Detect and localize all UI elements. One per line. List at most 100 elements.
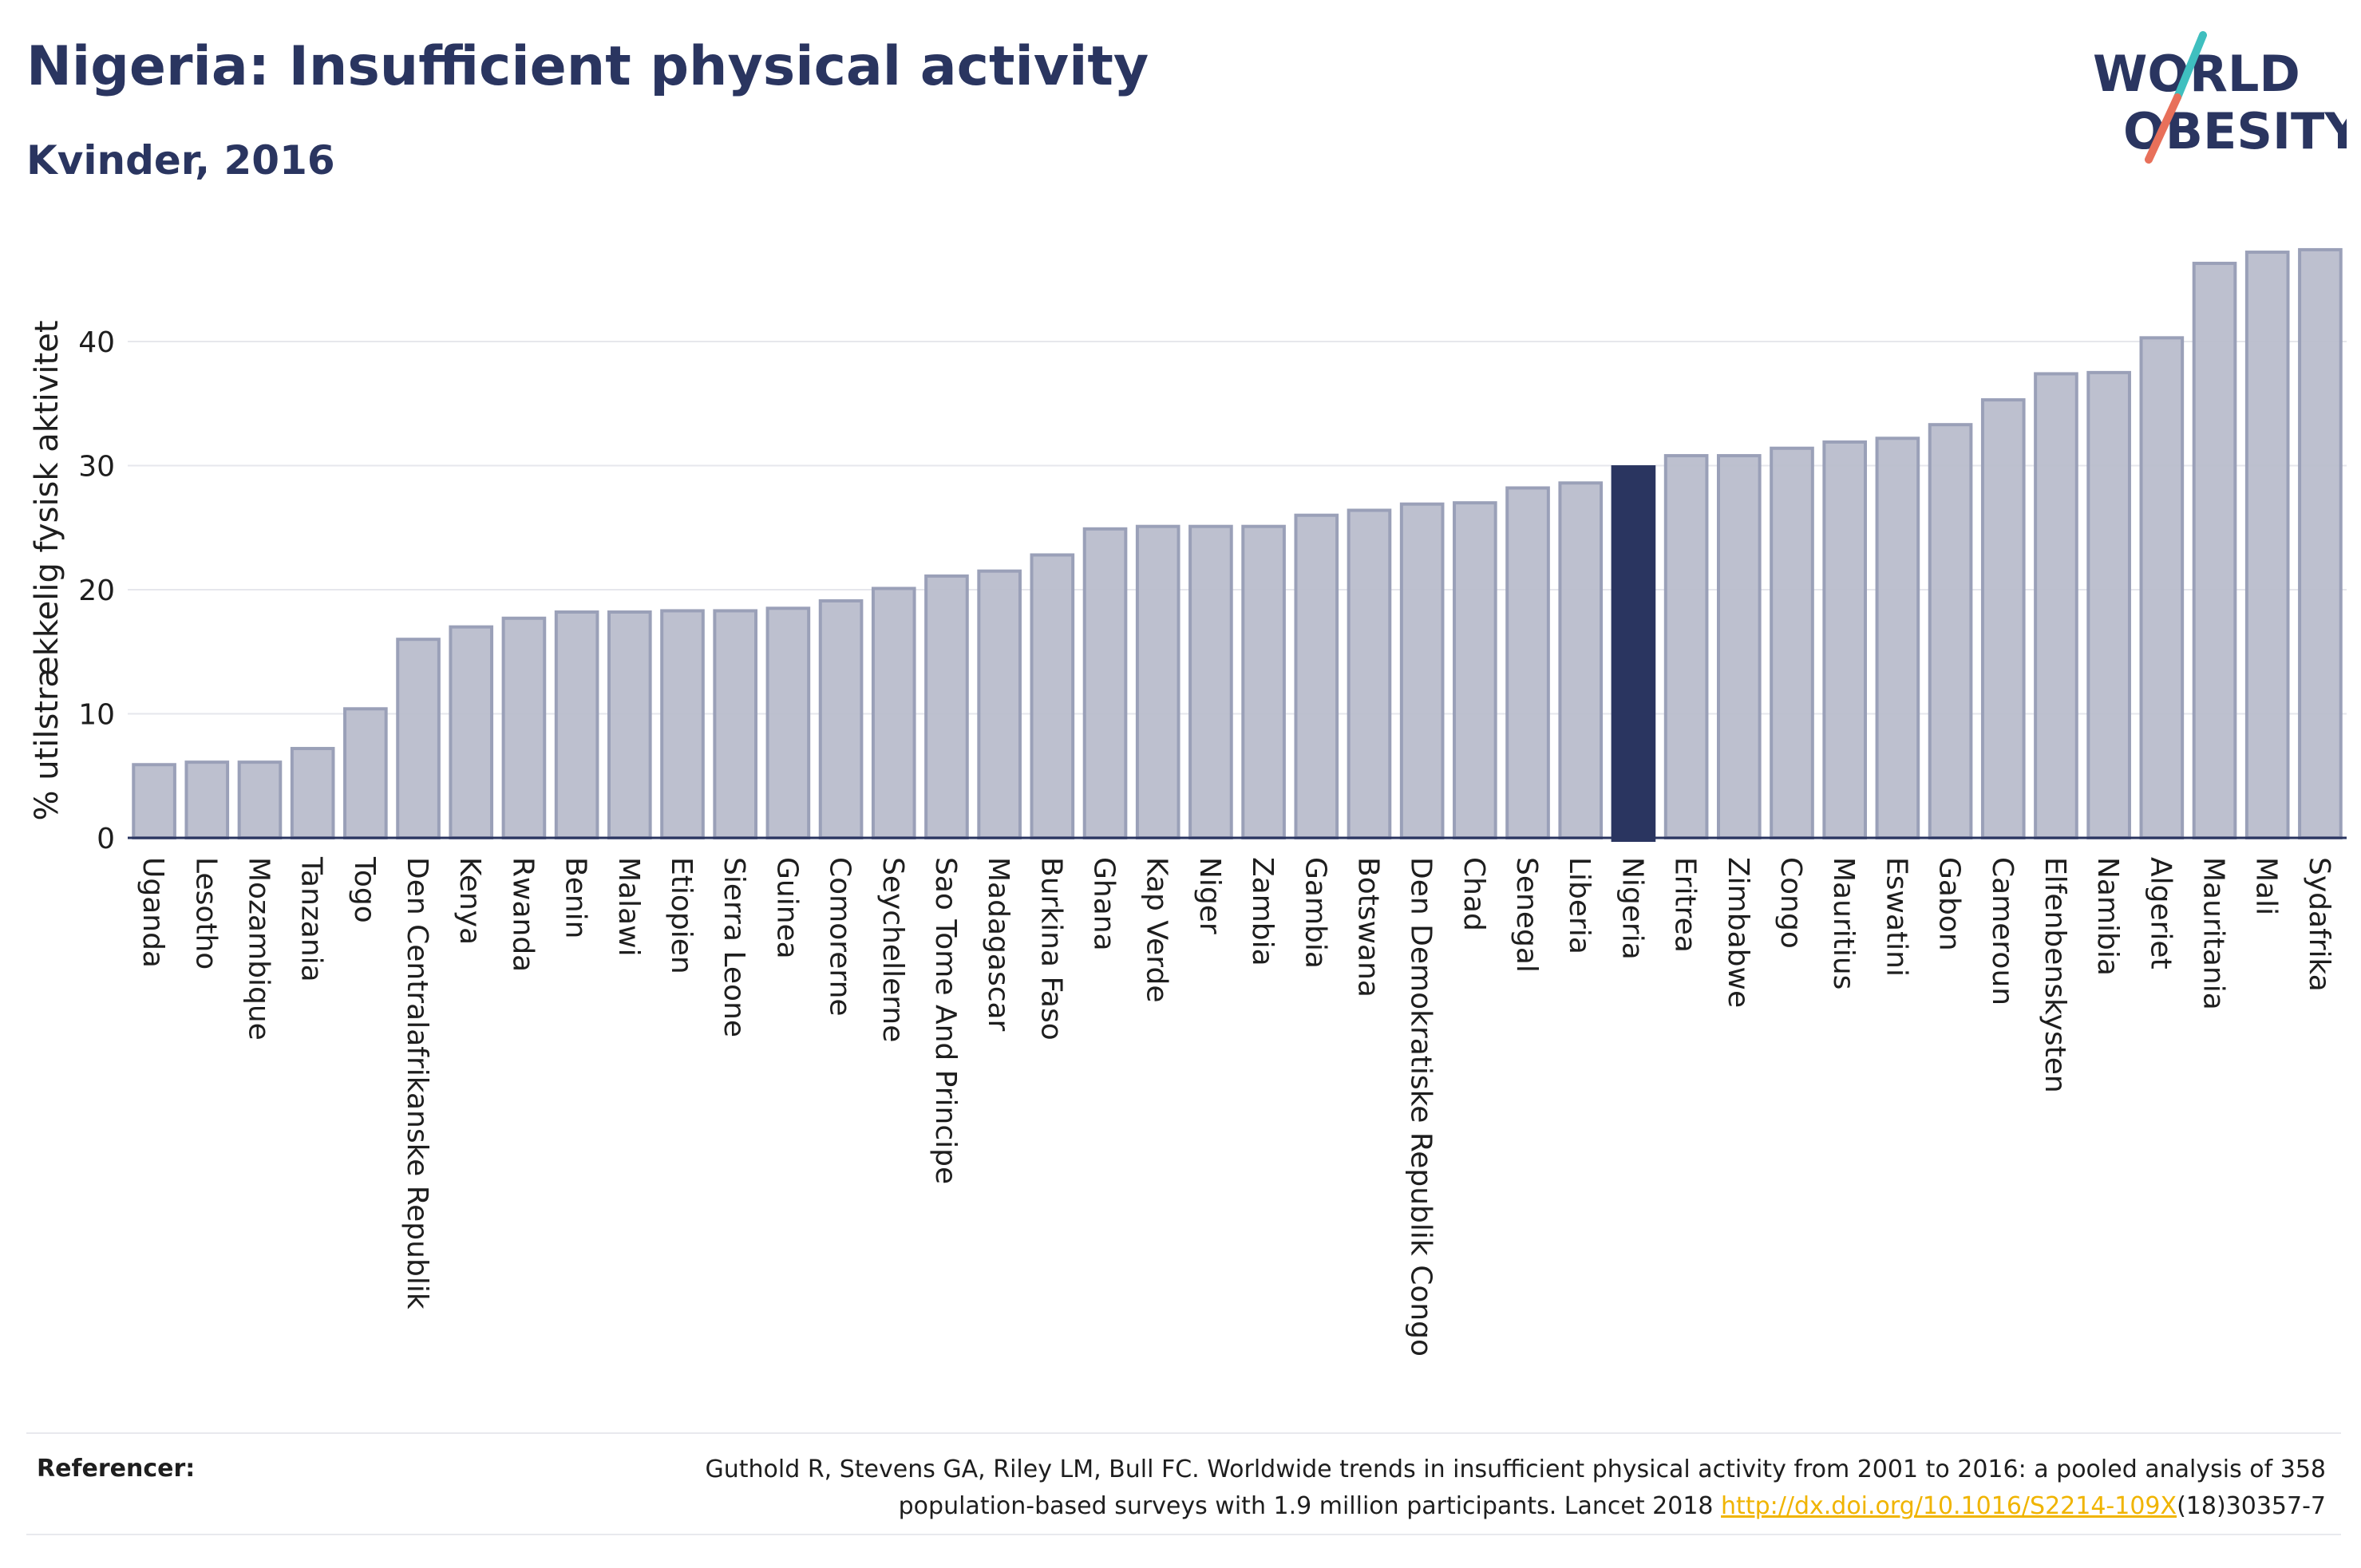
y-tick-label: 30 xyxy=(78,451,115,484)
bar xyxy=(1558,481,1604,840)
x-tick-label: Elfenbenskysten xyxy=(2039,857,2071,1093)
bar xyxy=(1082,527,1128,839)
logo-slash-coral xyxy=(2145,93,2181,164)
x-tick-label: Mali xyxy=(2250,857,2283,915)
references-text: Guthold R, Stevens GA, Riley LM, Bull FC… xyxy=(490,1451,2326,1525)
bar xyxy=(660,609,705,839)
x-tick-label: Comorerne xyxy=(824,857,856,1017)
bar xyxy=(1241,524,1286,839)
bar xyxy=(765,606,811,839)
x-tick-label: Ghana xyxy=(1088,857,1121,951)
reference-divider-bottom xyxy=(26,1534,2341,1535)
x-tick-label: Seychellerne xyxy=(876,857,909,1042)
y-tick-label: 10 xyxy=(78,699,115,732)
x-tick-label: Nigeria xyxy=(1616,857,1648,960)
bar xyxy=(713,609,758,839)
x-tick-label: Namibia xyxy=(2091,857,2124,976)
bar xyxy=(1875,436,1920,839)
x-tick-label: Senegal xyxy=(1510,857,1543,973)
x-tick-label: Den Demokratiske Republik Congo xyxy=(1405,857,1438,1357)
x-tick-label: Mauritania xyxy=(2197,857,2230,1010)
x-tick-label: Tanzania xyxy=(295,856,328,982)
reference-line-1: Guthold R, Stevens GA, Riley LM, Bull FC… xyxy=(705,1455,2326,1483)
bar xyxy=(1188,524,1233,839)
x-tick-label: Algeriet xyxy=(2144,857,2177,970)
x-tick-label: Eritrea xyxy=(1669,857,1702,953)
bar xyxy=(871,587,916,839)
x-tick-label: Sydafrika xyxy=(2303,857,2335,992)
references-label: Referencer: xyxy=(37,1455,196,1483)
x-tick-label: Congo xyxy=(1774,857,1807,949)
bar xyxy=(396,638,441,840)
x-tick-label: Cameroun xyxy=(1986,857,2019,1005)
chart-subtitle: Kvinder, 2016 xyxy=(26,137,335,184)
bar xyxy=(2139,336,2185,839)
world-obesity-logo: WORLD OBESITY xyxy=(2093,31,2347,164)
y-axis-title: % utilstrækkelig fysisk aktivitet xyxy=(29,320,65,820)
x-tick-label: Benin xyxy=(560,857,592,938)
y-tick-label: 20 xyxy=(78,575,115,607)
x-tick-label: Kenya xyxy=(453,857,486,945)
x-tick-label: Burkina Faso xyxy=(1034,857,1067,1041)
y-tick-label: 40 xyxy=(78,326,115,359)
bar xyxy=(1716,454,1762,839)
x-tick-label: Gabon xyxy=(1933,857,1966,951)
bar xyxy=(818,598,864,839)
x-tick-label: Sierra Leone xyxy=(718,857,750,1037)
bar xyxy=(501,616,547,839)
bar xyxy=(2192,262,2237,840)
bar xyxy=(343,707,388,840)
reference-line-2-prefix: population-based surveys with 1.9 millio… xyxy=(898,1492,1722,1520)
reference-divider-top xyxy=(26,1432,2341,1434)
x-tick-label: Madagascar xyxy=(982,857,1014,1032)
bar xyxy=(2034,372,2078,839)
bar xyxy=(607,610,652,839)
bar xyxy=(1770,446,1814,839)
x-tick-label: Togo xyxy=(348,856,381,923)
x-tick-label: Lesotho xyxy=(189,857,222,970)
x-tick-label: Uganda xyxy=(136,857,169,968)
bar xyxy=(1135,524,1180,839)
bar xyxy=(2086,370,2131,839)
x-tick-label: Den Centralafrikanske Republik xyxy=(401,857,433,1309)
bar xyxy=(924,574,969,840)
bar xyxy=(132,763,176,840)
x-tick-label: Liberia xyxy=(1563,857,1596,954)
bar xyxy=(1030,553,1075,840)
y-tick-label: 0 xyxy=(97,823,115,855)
bar-highlighted xyxy=(1611,465,1656,842)
bar xyxy=(449,625,494,840)
bar xyxy=(2244,251,2290,840)
bar xyxy=(1347,508,1392,839)
x-tick-label: Chad xyxy=(1457,857,1490,931)
x-tick-label: Botswana xyxy=(1351,857,1384,997)
bar-chart: 0 10 20 30 40 % utilstrækkelig fysisk aktivit… xyxy=(29,247,2347,1357)
bar xyxy=(1822,440,1868,840)
x-tick-label: Zambia xyxy=(1246,857,1279,966)
bar xyxy=(290,747,335,839)
bar xyxy=(2298,247,2343,839)
bar xyxy=(1294,513,1339,839)
bar xyxy=(184,760,230,840)
x-tick-label: Rwanda xyxy=(506,857,539,972)
x-tick-label: Guinea xyxy=(770,857,803,959)
x-tick-label: Etiopien xyxy=(665,857,698,974)
x-tick-label: Mauritius xyxy=(1827,857,1860,989)
bar xyxy=(1928,423,1973,839)
bar xyxy=(1453,501,1497,840)
bar xyxy=(1399,502,1445,840)
bar xyxy=(237,760,283,840)
bar xyxy=(554,610,599,839)
bar xyxy=(1980,398,2026,839)
reference-line-2-suffix: (18)30357-7 xyxy=(2177,1492,2326,1520)
x-tick-label: Gambia xyxy=(1299,857,1331,969)
x-tick-label: Malawi xyxy=(612,857,645,957)
x-tick-label: Niger xyxy=(1193,857,1226,934)
x-tick-label: Eswatini xyxy=(1880,857,1912,977)
bar xyxy=(1663,454,1709,839)
chart-title: Nigeria: Insufficient physical activity xyxy=(26,35,1149,98)
reference-doi-link[interactable]: http://dx.doi.org/10.1016/S2214-109X xyxy=(1721,1492,2177,1520)
x-tick-label: Sao Tome And Principe xyxy=(929,857,962,1184)
logo-slash-teal xyxy=(2173,31,2207,101)
bar xyxy=(1505,486,1550,839)
